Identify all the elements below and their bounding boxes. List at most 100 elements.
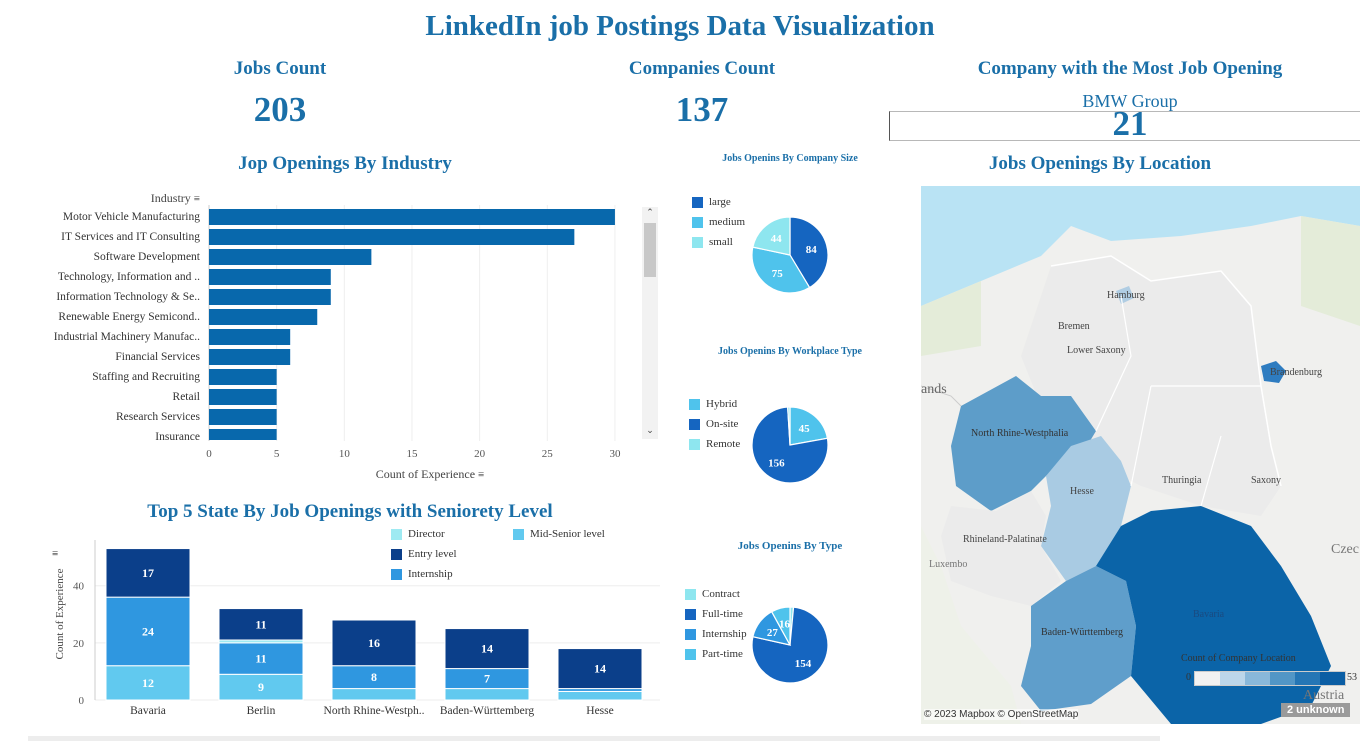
- industry-category-label: Software Development: [94, 251, 201, 263]
- jobs-count-value: 203: [253, 90, 307, 129]
- sort-icon[interactable]: ≡: [52, 548, 59, 560]
- pie-slice[interactable]: [752, 216, 791, 256]
- industry-bar[interactable]: [209, 409, 277, 425]
- type-pie-title: Jobs Openins By Type: [737, 540, 843, 552]
- stacked-bar-segment[interactable]: [557, 648, 643, 690]
- industry-bar[interactable]: [209, 389, 277, 405]
- sort-icon[interactable]: ≡: [478, 469, 485, 481]
- jobs-count-label: Jobs Count: [233, 58, 327, 79]
- legend-hybrid[interactable]: Hybrid: [689, 398, 737, 410]
- workplace-pie-title: Jobs Openins By Workplace Type: [718, 346, 862, 357]
- state-category-label: Hesse: [586, 705, 613, 717]
- state-category-label: North Rhine-Westph..: [324, 705, 425, 717]
- legend-fulltime[interactable]: Full-time: [685, 608, 743, 620]
- location-map[interactable]: Hamburg Bremen Lower Saxony Brandenburg …: [921, 186, 1360, 724]
- companies-count-label: Companies Count: [628, 58, 776, 79]
- industry-bar[interactable]: [209, 229, 575, 245]
- legend-label: Part-time: [702, 648, 743, 660]
- stacked-bar-segment[interactable]: [218, 642, 304, 675]
- industry-bar[interactable]: [209, 329, 291, 345]
- segment-value-label: 8: [371, 670, 377, 684]
- stacked-bar-segment[interactable]: [331, 619, 417, 667]
- legend-label: Internship: [408, 568, 453, 580]
- map-legend-min: 0: [1186, 672, 1191, 683]
- legend-swatch: [685, 588, 696, 600]
- stacked-bar-segment[interactable]: [444, 688, 530, 701]
- industry-bar[interactable]: [209, 249, 372, 265]
- legend-entry[interactable]: Entry level: [391, 548, 457, 560]
- segment-value-label: 11: [255, 652, 266, 666]
- legend-midsenior[interactable]: Mid-Senior level: [513, 528, 605, 540]
- legend-internship-level[interactable]: Internship: [391, 568, 453, 580]
- industry-bar[interactable]: [209, 269, 331, 285]
- industry-category-label: Industrial Machinery Manufac..: [54, 331, 200, 343]
- stacked-bar-segment[interactable]: [105, 548, 191, 598]
- legend-label: Contract: [702, 588, 740, 600]
- map-label-hamburg: Hamburg: [1107, 290, 1145, 301]
- industry-bar[interactable]: [209, 289, 331, 305]
- top-company-name: BMW Group: [1082, 91, 1178, 111]
- sort-icon[interactable]: ≡: [193, 193, 200, 205]
- industry-category-label: Motor Vehicle Manufacturing: [63, 211, 200, 223]
- pie-value-label: 27: [767, 627, 779, 639]
- legend-swatch: [685, 648, 696, 660]
- scrollbar-thumb[interactable]: [644, 223, 656, 277]
- legend-contract[interactable]: Contract: [685, 588, 740, 600]
- industry-scrollbar[interactable]: ⌃ ⌄: [642, 207, 658, 439]
- segment-value-label: 17: [142, 566, 154, 580]
- scroll-up-icon[interactable]: ⌃: [646, 207, 654, 217]
- legend-internship[interactable]: Internship: [685, 628, 747, 640]
- page-title: LinkedIn job Postings Data Visualization: [425, 10, 935, 42]
- stacked-bar-segment[interactable]: [218, 673, 304, 701]
- legend-large[interactable]: large: [692, 196, 731, 208]
- industry-category-label: Retail: [173, 391, 200, 403]
- pie-value-label: 45: [799, 423, 811, 435]
- industry-bar[interactable]: [209, 369, 277, 385]
- x-tick-label: 0: [206, 448, 212, 460]
- seniority-stacked-chart: 0 20 40 12 24 17 Bavaria 9 11 11 Berlin 8 16 North Rh…: [73, 540, 660, 717]
- y-tick-label: 0: [79, 695, 85, 707]
- pie-slice[interactable]: [770, 606, 791, 646]
- map-label-bavaria: Bavaria: [1193, 609, 1225, 620]
- legend-onsite[interactable]: On-site: [689, 418, 738, 430]
- legend-small[interactable]: small: [692, 236, 733, 248]
- legend-medium[interactable]: medium: [692, 216, 745, 228]
- pie-value-label: 75: [772, 268, 784, 280]
- legend-swatch: [391, 568, 402, 580]
- map-label-netherlands: ands: [921, 382, 947, 397]
- industry-category-label: Information Technology & Se..: [56, 291, 200, 303]
- unknown-locations-badge[interactable]: 2 unknown: [1281, 703, 1351, 717]
- legend-remote[interactable]: Remote: [689, 438, 740, 450]
- map-label-austria: Austria: [1303, 688, 1345, 703]
- legend-label: Director: [408, 528, 445, 540]
- industry-bar[interactable]: [209, 209, 615, 225]
- industry-bar[interactable]: [209, 309, 318, 325]
- industry-category-label: Insurance: [155, 431, 200, 443]
- industry-bar[interactable]: [209, 429, 277, 440]
- x-tick-label: 25: [542, 448, 554, 460]
- legend-swatch: [685, 628, 696, 640]
- legend-director[interactable]: Director: [391, 528, 445, 540]
- legend-swatch: [391, 548, 402, 560]
- pie-slice[interactable]: [787, 406, 791, 446]
- stacked-bar-segment[interactable]: [218, 608, 304, 641]
- scroll-down-icon[interactable]: ⌄: [646, 425, 654, 435]
- stacked-bar-segment[interactable]: [331, 688, 417, 701]
- legend-swatch: [692, 236, 703, 248]
- x-tick-label: 5: [274, 448, 280, 460]
- industry-bar[interactable]: [209, 349, 291, 365]
- seniority-chart-title: Top 5 State By Job Openings with Seniore…: [147, 501, 553, 522]
- legend-swatch: [391, 528, 402, 540]
- stacked-bar-segment[interactable]: [444, 628, 530, 670]
- pie-slice[interactable]: [751, 246, 811, 294]
- stacked-bar-segment[interactable]: [105, 596, 191, 667]
- pie-slice[interactable]: [789, 406, 829, 446]
- legend-swatch: [689, 398, 700, 410]
- industry-chart-title: Jop Openings By Industry: [238, 153, 452, 174]
- pie-value-label: 16: [779, 619, 791, 631]
- segment-value-label: 24: [142, 624, 154, 638]
- stacked-bar-segment[interactable]: [557, 690, 643, 701]
- legend-parttime[interactable]: Part-time: [685, 648, 743, 660]
- top-company-value: 21: [1112, 104, 1148, 143]
- pie-slice[interactable]: [751, 406, 829, 484]
